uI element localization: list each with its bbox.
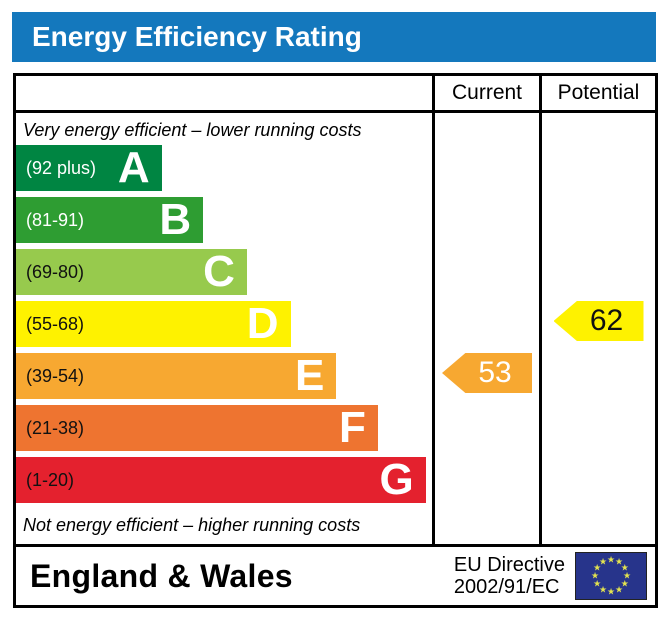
chart-header-spacer	[16, 76, 432, 113]
band-row-g: (1-20) G	[16, 457, 426, 503]
band-row-e: (39-54) E	[16, 351, 337, 400]
eu-directive-line2: 2002/91/EC	[453, 576, 560, 598]
band-row-d: (55-68) D	[16, 301, 291, 347]
band-range-label: (92 plus)	[26, 157, 97, 178]
band-range-label: (39-54)	[26, 365, 85, 386]
band-row-c: (69-80) C	[16, 249, 247, 295]
band-range-label: (81-91)	[26, 209, 85, 230]
band-letter: F	[339, 403, 366, 452]
band-letter: E	[294, 351, 325, 400]
band-row-a: (92 plus) A	[16, 145, 162, 191]
eu-directive-line1: EU Directive	[453, 553, 565, 576]
band-range-label: (21-38)	[26, 417, 85, 438]
efficient-top-note: Very energy efficient – lower running co…	[23, 120, 362, 140]
region-label: England & Wales	[30, 557, 293, 594]
band-range-label: (69-80)	[26, 261, 85, 282]
rating-table: Current Potential Very energy efficient …	[13, 73, 658, 547]
band-letter: C	[203, 247, 235, 296]
page-title: Energy Efficiency Rating	[12, 12, 656, 62]
not-efficient-bottom-note: Not energy efficient – higher running co…	[23, 515, 361, 535]
band-range-label: (55-68)	[26, 313, 85, 334]
band-letter: A	[117, 143, 150, 192]
band-range-label: (1-20)	[26, 469, 75, 490]
eu-flag-icon: ★ ★ ★ ★ ★ ★ ★ ★ ★ ★ ★ ★	[575, 552, 647, 600]
potential-value-column: 62	[539, 113, 655, 544]
potential-column-header: Potential	[539, 76, 655, 113]
footer-bar: England & Wales EU Directive 2002/91/EC …	[13, 544, 658, 608]
current-value-column: 53	[432, 113, 539, 544]
current-rating-value: 53	[478, 356, 512, 389]
current-column-header: Current	[432, 76, 539, 113]
band-row-f: (21-38) F	[16, 405, 378, 451]
potential-rating-value: 62	[589, 304, 624, 337]
current-rating-arrow: 53	[442, 353, 532, 393]
band-letter: G	[379, 455, 414, 504]
potential-rating-arrow: 62	[553, 301, 644, 341]
eu-directive-label: EU Directive 2002/91/EC	[454, 554, 565, 599]
rating-bands-area: Very energy efficient – lower running co…	[16, 113, 432, 544]
band-letter: D	[246, 299, 279, 348]
band-row-b: (81-91) B	[16, 195, 204, 244]
band-letter: B	[159, 195, 192, 244]
